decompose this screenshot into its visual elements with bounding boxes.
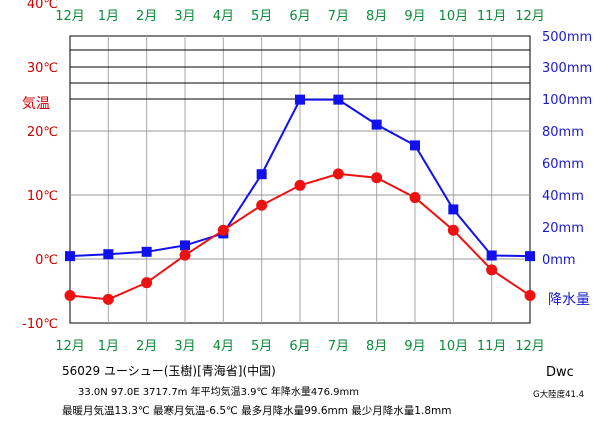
precipitation-point: [448, 204, 459, 215]
grid-lines: [69, 35, 531, 324]
month-label: 3月: [174, 339, 195, 354]
precipitation-tick: 40mm: [542, 189, 584, 204]
month-labels-bottom: 12月 1月 2月 3月 4月 5月 6月 7月 8月 9月 10月 11月 12月: [55, 339, 545, 354]
temperature-series: [64, 168, 536, 305]
month-label: 4月: [213, 339, 234, 354]
precipitation-point: [103, 249, 114, 260]
month-label: 2月: [136, 339, 157, 354]
month-label: 1月: [98, 339, 119, 354]
temperature-point: [217, 224, 229, 236]
precipitation-point: [180, 240, 190, 251]
precipitation-tick: 0mm: [542, 253, 576, 268]
precipitation-point: [295, 94, 305, 105]
temperature-tick: 0℃: [35, 253, 58, 268]
temperature-axis-ticks: -20℃-10℃0℃10℃20℃30℃40℃: [22, 0, 58, 332]
month-label: 12月: [515, 9, 545, 24]
precipitation-point: [141, 246, 152, 257]
precipitation-axis-ticks: 0mm 20mm 40mm 60mm 80mm 100mm 300mm 500mm: [542, 30, 592, 268]
temperature-point: [294, 179, 306, 191]
precipitation-point: [333, 94, 344, 105]
month-label: 6月: [289, 339, 310, 354]
temperature-point: [141, 277, 153, 289]
temperature-point: [179, 249, 191, 261]
temperature-point: [486, 264, 498, 276]
precipitation-tick: 500mm: [542, 30, 592, 45]
temperature-axis-label: 気温: [22, 96, 50, 112]
month-label: 12月: [55, 9, 85, 24]
month-label: 12月: [55, 339, 85, 354]
precipitation-point: [525, 251, 535, 262]
temperature-point: [371, 172, 383, 184]
continentality-index: G大陸度41.4: [533, 390, 585, 400]
temperature-tick: -10℃: [22, 317, 58, 332]
precipitation-point: [65, 251, 75, 262]
temperature-tick: 10℃: [27, 189, 58, 204]
month-label: 5月: [251, 9, 272, 24]
temperature-tick: 20℃: [27, 125, 58, 140]
temperature-point: [447, 224, 459, 236]
temperature-point: [64, 289, 76, 301]
precipitation-point: [410, 140, 420, 151]
precipitation-tick: 60mm: [542, 157, 584, 172]
precipitation-axis-label: 降水量: [548, 292, 590, 308]
climate-chart: 12月 1月 2月 3月 4月 5月 6月 7月 8月 9月 10月 11月 12月 12月 1月 2月 3月…: [22, 0, 592, 354]
month-label: 6月: [289, 9, 310, 24]
month-label: 11月: [477, 339, 507, 354]
month-labels-top: 12月 1月 2月 3月 4月 5月 6月 7月 8月 9月 10月 11月 12月: [55, 9, 545, 24]
month-label: 10月: [439, 9, 469, 24]
precipitation-point: [371, 119, 382, 130]
month-label: 8月: [366, 9, 387, 24]
temperature-tick: 40℃: [27, 0, 58, 12]
month-label: 9月: [404, 339, 425, 354]
temperature-point: [524, 289, 536, 301]
station-name: 56029 ユーシュー(玉樹)[青海省](中国): [62, 364, 276, 378]
temperature-point: [256, 199, 268, 211]
month-label: 8月: [366, 339, 387, 354]
month-label: 3月: [174, 9, 195, 24]
climate-class: Dwc: [546, 365, 574, 380]
month-label: 12月: [515, 339, 545, 354]
month-label: 11月: [477, 9, 507, 24]
temperature-point: [102, 293, 114, 305]
month-label: 5月: [251, 339, 272, 354]
temperature-point: [409, 192, 421, 204]
month-label: 1月: [98, 9, 119, 24]
month-label: 7月: [328, 339, 349, 354]
month-label: 10月: [439, 339, 469, 354]
station-extremes: 最暖月気温13.3℃ 最寒月気温-6.5℃ 最多月降水量99.6mm 最少月降水…: [62, 405, 452, 417]
precipitation-tick: 100mm: [542, 93, 592, 108]
temperature-tick: 30℃: [27, 61, 58, 76]
temperature-point: [332, 168, 344, 180]
month-label: 2月: [136, 9, 157, 24]
month-label: 9月: [404, 9, 425, 24]
precipitation-tick: 300mm: [542, 61, 592, 76]
precipitation-tick: 80mm: [542, 125, 584, 140]
station-summary: 33.0N 97.0E 3717.7m 年平均気温3.9℃ 年降水量476.9m…: [78, 387, 360, 398]
precipitation-tick: 20mm: [542, 221, 584, 236]
month-label: 7月: [328, 9, 349, 24]
month-label: 4月: [213, 9, 234, 24]
precipitation-point: [256, 169, 267, 180]
precipitation-point: [486, 250, 497, 261]
